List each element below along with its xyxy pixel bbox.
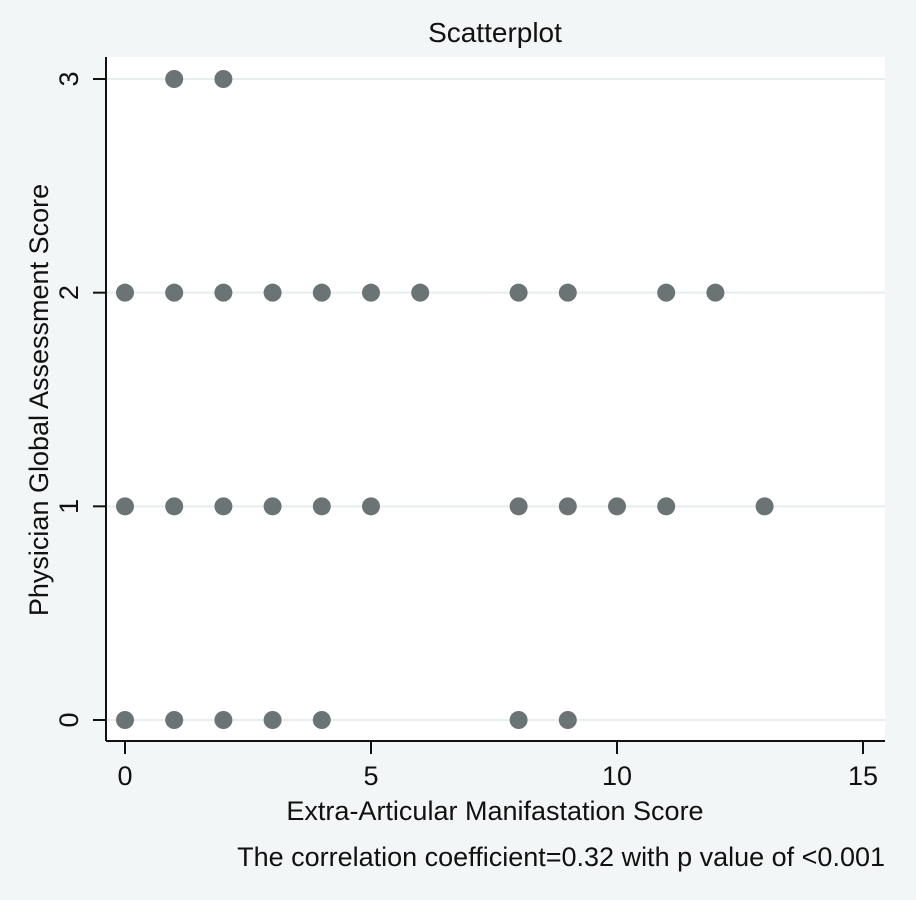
- data-point: [362, 497, 380, 516]
- data-point: [263, 711, 282, 729]
- data-point: [509, 711, 528, 729]
- x-tick-label: 10: [602, 761, 632, 791]
- data-point: [558, 711, 577, 729]
- correlation-note: The correlation coefficient=0.32 with p …: [237, 842, 885, 872]
- data-point: [312, 497, 331, 516]
- data-point: [608, 497, 626, 516]
- data-point: [214, 497, 233, 516]
- data-point: [509, 283, 528, 302]
- y-tick-label: 0: [54, 712, 84, 727]
- data-point: [165, 70, 184, 88]
- data-point: [214, 711, 233, 729]
- data-point: [558, 497, 577, 516]
- x-tick-label: 5: [363, 761, 378, 791]
- x-tick-label: 0: [117, 761, 132, 791]
- x-tick-label: 15: [848, 761, 878, 791]
- data-point: [165, 711, 184, 729]
- data-point: [214, 70, 233, 88]
- data-point: [558, 283, 577, 302]
- data-point: [312, 711, 331, 729]
- data-point: [509, 497, 528, 516]
- y-tick-label: 2: [54, 285, 84, 300]
- data-point: [657, 497, 676, 516]
- data-point: [411, 283, 430, 302]
- plot-area: [106, 57, 885, 741]
- data-point: [657, 283, 676, 302]
- data-point: [362, 283, 380, 302]
- data-point: [165, 283, 184, 302]
- data-point: [116, 497, 134, 516]
- data-point: [165, 497, 184, 516]
- data-point: [214, 283, 233, 302]
- data-point: [706, 283, 725, 302]
- x-axis-label: Extra-Articular Manifastation Score: [286, 796, 703, 826]
- data-point: [263, 283, 282, 302]
- data-point: [116, 283, 134, 302]
- data-point: [755, 497, 774, 516]
- y-axis-label: Physician Global Assessment Score: [24, 184, 54, 616]
- data-point: [263, 497, 282, 516]
- data-point: [116, 711, 134, 729]
- y-tick-label: 1: [54, 499, 84, 514]
- data-point: [312, 283, 331, 302]
- chart-title: Scatterplot: [428, 17, 562, 48]
- y-tick-label: 3: [54, 71, 84, 86]
